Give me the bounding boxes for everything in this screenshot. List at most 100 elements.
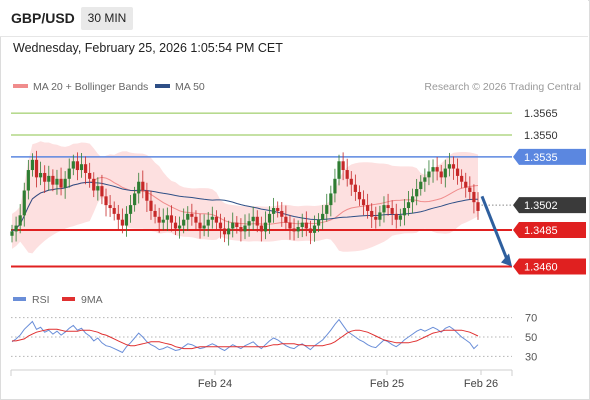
candle-body — [108, 205, 112, 209]
level-badge-1-3535 — [513, 148, 586, 165]
candle-body — [263, 222, 268, 232]
candle-body — [402, 208, 407, 216]
candle-body — [296, 227, 300, 232]
copyright-label: Research © 2026 Trading Central — [424, 81, 581, 93]
candle-body — [145, 190, 149, 201]
candle-body — [161, 219, 165, 223]
candle-body — [357, 191, 362, 200]
candle-body — [460, 175, 464, 182]
candle-body — [182, 219, 186, 226]
ma50-legend-swatch — [155, 84, 170, 88]
candle-body — [378, 212, 382, 220]
candle-body — [112, 208, 116, 214]
candle-body — [251, 216, 255, 222]
forecast-arrow-head — [501, 253, 512, 267]
candle-body — [382, 205, 386, 213]
candle-body — [374, 216, 378, 220]
candle-body — [186, 213, 190, 220]
ma20-legend-label: MA 20 + Bollinger Bands — [33, 81, 148, 93]
candle-body — [468, 187, 472, 192]
rsi-ma-legend-swatch — [62, 297, 75, 301]
candle-body — [18, 215, 22, 226]
rsi-layer: 70 50 30 — [11, 313, 537, 363]
candle-body — [63, 178, 67, 188]
candle-body — [22, 190, 26, 216]
candle-body — [439, 171, 443, 178]
candle-body — [231, 222, 235, 229]
candle-body — [59, 178, 63, 188]
candle-body — [272, 208, 276, 214]
candle-body — [406, 202, 411, 209]
level-label-1-3535: 1.3535 — [524, 152, 558, 164]
candle-body — [55, 178, 59, 185]
candle-body — [427, 171, 431, 178]
rsi-legend-label: RSI — [32, 294, 50, 306]
candle-body — [312, 225, 317, 233]
candle-body — [316, 219, 321, 226]
candle-body — [280, 210, 284, 217]
timeframe-button[interactable]: 30 MIN — [81, 7, 133, 30]
candle-body — [39, 172, 43, 178]
candle-body — [423, 177, 427, 182]
rsi-tick-label: 50 — [525, 332, 537, 344]
symbol-title: GBP/USD — [11, 10, 75, 26]
price-layer — [10, 112, 512, 268]
candle-body — [83, 164, 88, 173]
rsi-tick-label: 70 — [525, 313, 537, 325]
level-badge-1-3460 — [513, 258, 586, 275]
candle-body — [447, 164, 451, 169]
bollinger-band-area — [12, 141, 478, 254]
header-divider — [0, 36, 588, 37]
candle-body — [455, 168, 460, 176]
candle-body — [137, 181, 141, 194]
candle-body — [34, 159, 39, 178]
candle-body — [431, 167, 435, 172]
candle-body — [329, 193, 333, 206]
candle-body — [173, 222, 178, 229]
rsi-ma-line — [12, 328, 479, 350]
candle-body — [443, 168, 447, 178]
candle-body — [464, 181, 468, 188]
candle-body — [133, 193, 137, 206]
candle-body — [169, 215, 174, 223]
candle-body — [415, 189, 419, 197]
candle-body — [124, 213, 129, 226]
candle-body — [71, 161, 75, 169]
candle-body — [141, 181, 145, 191]
level-label-1-3502: 1.3502 — [524, 200, 558, 212]
candle-body — [128, 205, 133, 214]
candle-body — [165, 215, 169, 220]
candle-body — [26, 170, 30, 191]
candle-body — [247, 221, 251, 226]
candle-body — [267, 213, 272, 223]
candle-body — [88, 172, 92, 179]
candle-body — [157, 216, 161, 223]
level-label-1-3485: 1.3485 — [524, 225, 558, 237]
x-axis-labels: Feb 24 Feb 25 Feb 26 — [198, 370, 498, 390]
candle-body — [206, 219, 210, 226]
chart-header: GBP/USD 30 MIN — [0, 0, 588, 36]
candle-body — [14, 225, 18, 232]
candle-body — [394, 213, 398, 220]
candle-body — [100, 186, 104, 197]
forecast-arrow-shaft — [480, 195, 509, 261]
level-label-1-3460: 1.3460 — [524, 261, 558, 273]
candle-body — [235, 222, 239, 228]
candle-body — [190, 213, 194, 217]
candle-body — [194, 216, 198, 223]
candle-body — [239, 227, 243, 232]
candle-body — [451, 164, 456, 169]
candle-body — [435, 167, 439, 172]
level-label-1-3550: 1.3550 — [524, 130, 558, 142]
x-axis-tick-label: Feb 26 — [464, 378, 498, 390]
x-axis-tick-label: Feb 25 — [370, 378, 404, 390]
candle-body — [353, 184, 357, 192]
ma20-legend-swatch — [13, 84, 28, 88]
candle-body — [96, 186, 100, 191]
candle-body — [92, 178, 96, 191]
candle-body — [370, 210, 374, 217]
candle-body — [292, 228, 296, 232]
candle-body — [288, 222, 292, 229]
candle-body — [300, 222, 304, 228]
